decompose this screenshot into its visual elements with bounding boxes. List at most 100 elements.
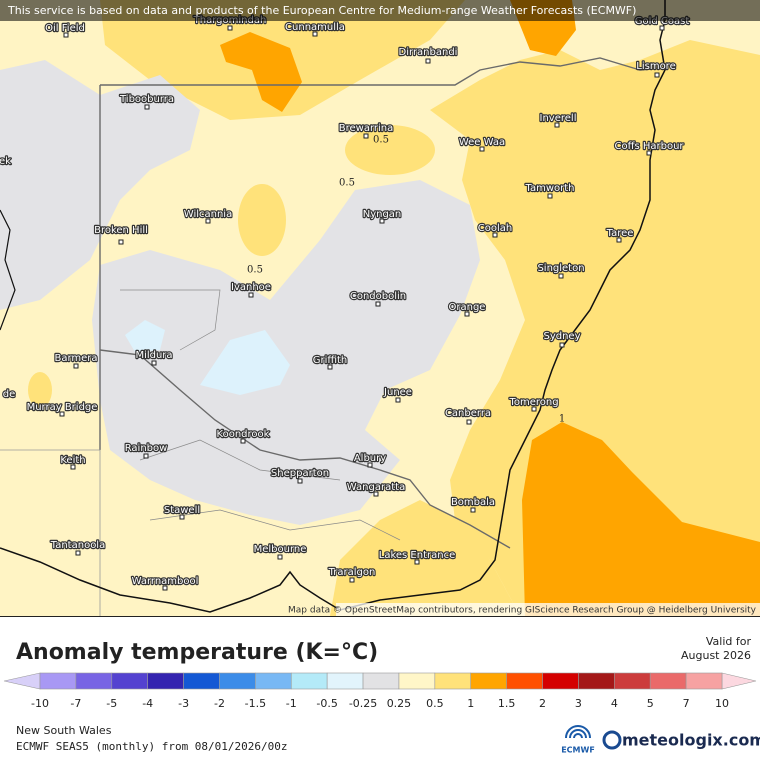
city-dot: [414, 559, 420, 565]
colorbar-swatch: [147, 672, 184, 690]
colorbar-swatch: [685, 672, 723, 690]
city-label: Barmera: [54, 353, 97, 364]
colorbar-tick-label: 0.5: [426, 697, 444, 710]
city-dot: [297, 478, 303, 484]
colorbar-tick-label: -0.25: [349, 697, 377, 710]
city-dot: [558, 273, 564, 279]
city-label: Tomerong: [508, 397, 558, 408]
city-dot: [70, 464, 76, 470]
colorbar-swatch: [649, 672, 687, 690]
city-dot: [425, 58, 431, 64]
city-dot: [492, 232, 498, 238]
city-dot: [73, 363, 79, 369]
colorbar-swatch: [362, 672, 400, 690]
colorbar-swatch: [290, 672, 328, 690]
city-label: Singleton: [537, 263, 584, 274]
city-label: Cunnamulla: [285, 22, 345, 33]
colorbar-tick-label: -0.5: [316, 697, 337, 710]
colorbar-tick-label: 5: [647, 697, 654, 710]
coastline: [0, 209, 16, 331]
colorbar-tick-label: 2: [539, 697, 546, 710]
city-label: Wee Waa: [459, 137, 505, 148]
city-dot: [470, 507, 476, 513]
colorbar-swatch: [614, 672, 651, 690]
attribution: Map data © OpenStreetMap contributors, r…: [288, 606, 757, 616]
legend-title: Anomaly temperature (K=°C): [16, 640, 378, 665]
colorbar-swatch: [470, 672, 507, 690]
colorbar-swatch: [434, 672, 472, 690]
city-dot: [118, 239, 124, 245]
city-label: Wangaratta: [347, 482, 405, 493]
city-dot: [395, 397, 401, 403]
city-dot: [373, 491, 379, 497]
city-dot: [349, 577, 355, 583]
colorbar-tick-label: -1: [286, 697, 297, 710]
map: [0, 0, 760, 616]
anomaly-area: [522, 422, 760, 616]
colorbar-swatch: [255, 672, 292, 690]
city-label: Oil Field: [45, 23, 85, 34]
city-dot: [205, 218, 211, 224]
city-label: Tamworth: [525, 183, 575, 194]
city-dot: [547, 193, 553, 199]
colorbar-tick-label: -5: [106, 697, 117, 710]
city-dot: [646, 150, 652, 156]
brand: meteologix.com: [622, 731, 760, 750]
city-dot: [616, 237, 622, 243]
city-label: Lakes Entrance: [379, 550, 455, 561]
city-label: Traralgon: [328, 567, 376, 578]
city-label: Ivanhoe: [231, 282, 271, 293]
city-label: Sydney: [543, 331, 580, 342]
city-label: Stawell: [164, 505, 200, 516]
colorbar-over: [721, 672, 757, 690]
city-label: Broken Hill: [94, 225, 148, 236]
ecmwf-logo: ECMWF: [561, 725, 595, 755]
city-dot: [162, 585, 168, 591]
region-border: [120, 289, 401, 541]
colorbar-tick-label: 3: [575, 697, 582, 710]
colorbar-swatch: [75, 672, 113, 690]
notice: This service is based on data and produc…: [7, 4, 636, 17]
city-dot: [531, 406, 537, 412]
city-dot: [327, 364, 333, 370]
city-dot: [367, 462, 373, 468]
contour-label: 0.5: [339, 178, 355, 189]
colorbar-swatch: [326, 672, 364, 690]
contour-label: 0.5: [373, 135, 389, 146]
colorbar-swatch: [219, 672, 256, 690]
city-label: Canberra: [445, 408, 491, 419]
colorbar-swatch: [578, 672, 615, 690]
city-dot: [379, 218, 385, 224]
city-label: Coolah: [478, 223, 512, 234]
valid-for: Valid for: [706, 635, 752, 648]
colorbar-tick-label: -3: [178, 697, 189, 710]
city-label: Keith: [60, 455, 85, 466]
colorbar-tick-label: -7: [70, 697, 81, 710]
contour-label: 0.5: [247, 265, 263, 276]
ecmwf-label: ECMWF: [561, 746, 595, 755]
colorbar-tick-label: 1: [467, 697, 474, 710]
city-dot: [227, 25, 233, 31]
city-dot: [248, 292, 254, 298]
city-dot: [554, 122, 560, 128]
city-label: Taree: [606, 228, 634, 239]
region-border: [0, 449, 101, 616]
state-border: [99, 349, 511, 549]
model-info: ECMWF SEAS5 (monthly) from 08/01/2026/00…: [16, 740, 288, 753]
city-dot: [59, 411, 65, 417]
colorbar-swatch: [183, 672, 220, 690]
city-label: Griffith: [313, 355, 348, 366]
region: New South Wales: [16, 724, 112, 737]
colorbar: -10 -7 -5 -4 -3 -2 -1.5 -1 -0.5 -0.25 0.25 0.5 1 1.5 2…: [3, 672, 757, 710]
city-dot: [179, 514, 185, 520]
city-label: Warrnambool: [132, 576, 199, 587]
city-dot: [143, 453, 149, 459]
city-dot: [63, 32, 69, 38]
colorbar-tick-label: -10: [31, 697, 49, 710]
anomaly-area: [220, 32, 302, 112]
contour-label-layer: 0.5 0.5 0.5 1: [247, 135, 565, 425]
coastline: [0, 0, 666, 613]
colorbar-tick-label: -1.5: [245, 697, 266, 710]
colorbar-tick-label: 10: [715, 697, 729, 710]
